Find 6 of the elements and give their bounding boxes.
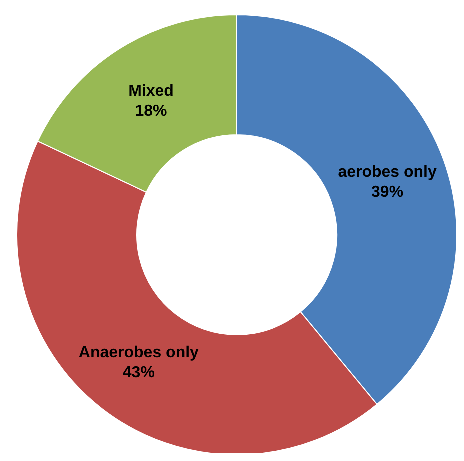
- slice-label: Anaerobes only: [78, 344, 200, 362]
- data-label: 43%: [122, 364, 155, 382]
- data-label: 39%: [372, 184, 404, 201]
- slice-label: aerobes only: [338, 164, 437, 181]
- slice-label: Mixed: [128, 82, 174, 100]
- data-label: 18%: [135, 102, 168, 120]
